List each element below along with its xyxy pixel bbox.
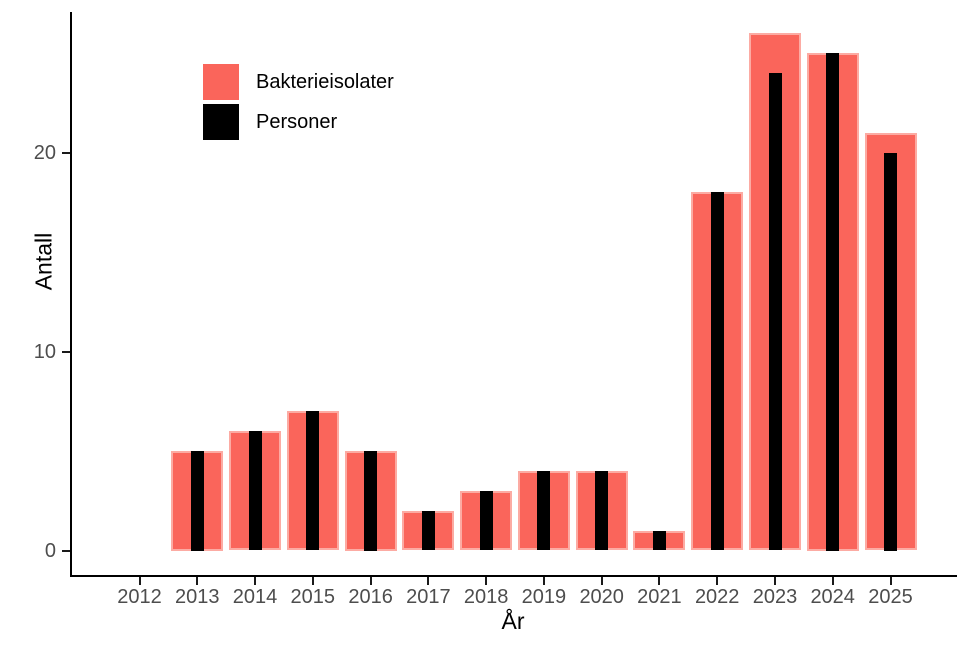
x-tick-label: 2020 xyxy=(579,586,624,608)
y-tick-label: 10 xyxy=(33,340,56,363)
personer-bar xyxy=(710,192,724,551)
x-tick-label: 2019 xyxy=(521,586,567,608)
x-tick-label: 2025 xyxy=(868,586,913,608)
y-tick xyxy=(62,549,70,552)
legend-label: Bakterieisolater xyxy=(256,70,394,93)
personer-bar xyxy=(884,152,897,551)
x-tick xyxy=(427,577,430,585)
x-tick-label: 2023 xyxy=(752,586,798,608)
personer-bar xyxy=(190,451,204,551)
legend-label: Personer xyxy=(256,110,338,133)
x-tick xyxy=(716,577,719,585)
y-tick xyxy=(62,350,70,353)
x-tick xyxy=(774,577,776,585)
x-tick xyxy=(485,577,488,585)
x-tick-label: 2013 xyxy=(175,586,220,608)
personer-bar xyxy=(826,53,840,551)
personer-bar xyxy=(248,431,262,551)
legend-item: Bakterieisolater xyxy=(203,64,394,100)
x-tick-label: 2016 xyxy=(348,586,393,608)
legend: Bakterieisolater Personer xyxy=(203,64,394,140)
personer-bar xyxy=(768,72,782,551)
legend-swatch xyxy=(203,64,239,100)
y-tick-label: 0 xyxy=(44,539,56,562)
x-tick xyxy=(600,577,603,585)
y-axis-line xyxy=(70,12,72,577)
x-tick-label: 2022 xyxy=(694,586,740,608)
x-tick-label: 2021 xyxy=(637,586,682,608)
personer-bar xyxy=(652,530,666,551)
x-axis-title: År xyxy=(501,608,525,634)
x-tick xyxy=(831,577,834,585)
x-tick xyxy=(369,577,372,585)
x-axis-line xyxy=(70,575,957,577)
personer-bar xyxy=(306,411,320,551)
y-axis-title: Antall xyxy=(30,232,57,291)
x-tick xyxy=(542,577,545,585)
x-tick-label: 2015 xyxy=(290,586,336,608)
legend-item: Personer xyxy=(203,104,394,140)
x-tick-label: 2014 xyxy=(232,586,278,608)
x-tick xyxy=(138,577,141,585)
x-tick xyxy=(196,577,199,585)
x-tick-label: 2024 xyxy=(810,586,855,608)
x-tick xyxy=(889,577,892,585)
personer-bar xyxy=(479,490,493,551)
x-tick xyxy=(311,577,314,585)
x-tick-label: 2012 xyxy=(117,586,162,608)
personer-bar xyxy=(595,470,609,551)
legend-swatch xyxy=(203,104,239,140)
x-tick xyxy=(658,577,661,585)
personer-bar xyxy=(537,470,551,551)
y-tick-label: 20 xyxy=(33,141,56,164)
y-tick xyxy=(62,151,70,154)
x-tick xyxy=(254,577,256,585)
x-tick-label: 2017 xyxy=(406,586,451,608)
personer-bar xyxy=(364,451,378,551)
personer-bar xyxy=(421,510,435,551)
x-tick-label: 2018 xyxy=(463,586,509,608)
